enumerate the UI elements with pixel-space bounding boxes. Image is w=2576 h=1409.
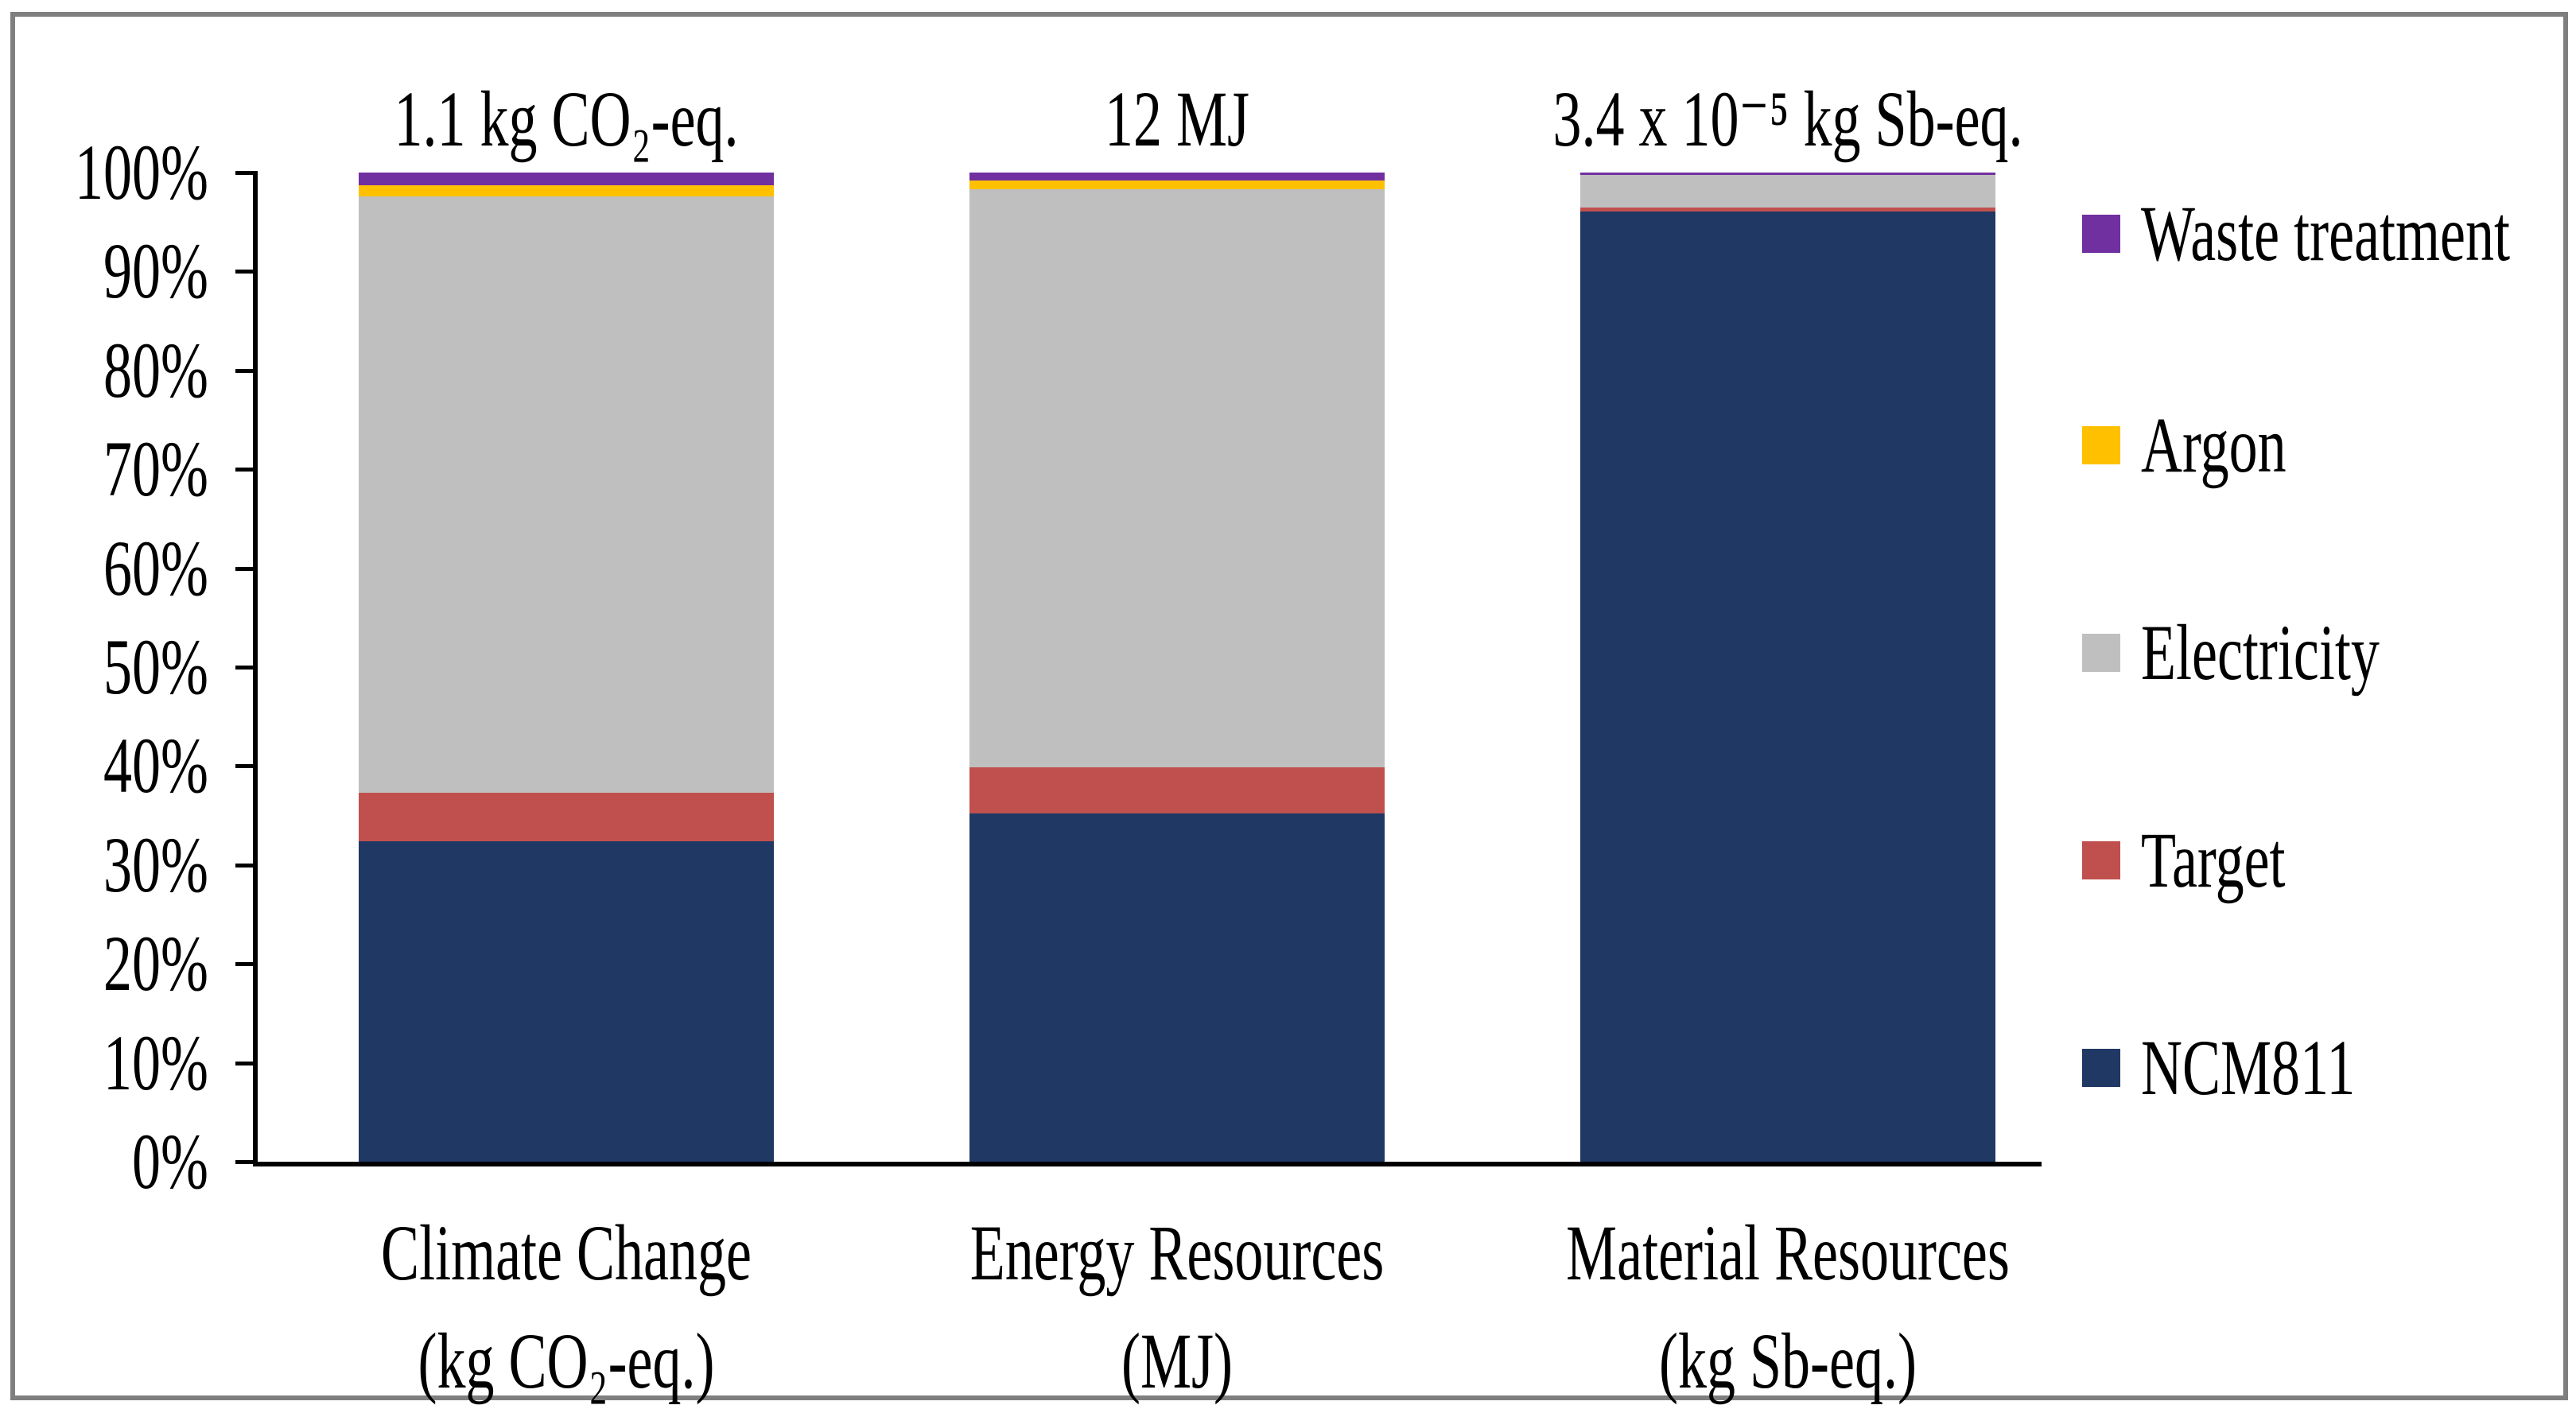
legend-label-electricity: Electricity [2141, 608, 2380, 697]
x-axis-category-label: Material Resources (kg Sb-eq.) [1390, 1199, 2186, 1409]
y-tick-label: 90% [103, 227, 208, 316]
segment-ncm811 [969, 813, 1385, 1162]
legend-label-ncm811: NCM811 [2141, 1023, 2356, 1112]
y-tick-mark [235, 1061, 258, 1065]
y-tick-label: 30% [103, 820, 208, 909]
legend-swatch-argon [2082, 426, 2120, 464]
segment-electricity [969, 189, 1385, 767]
bar-climate-change [359, 173, 774, 1162]
category-name: Climate Change [381, 1209, 752, 1297]
figure-border [10, 12, 2568, 1400]
y-tick-mark [235, 764, 258, 769]
segment-target [969, 767, 1385, 814]
bar-total-annotation: 12 MJ [1104, 75, 1250, 163]
legend-swatch-ncm811 [2082, 1049, 2120, 1087]
y-tick-label: 40% [103, 721, 208, 810]
bar-energy-resources [969, 173, 1385, 1162]
x-axis-category-label: Climate Change (kg CO₂-eq.) [169, 1199, 964, 1409]
category-name: Energy Resources [969, 1209, 1385, 1297]
segment-target [359, 793, 774, 841]
segment-waste-treatment [359, 173, 774, 186]
y-tick-label: 60% [103, 523, 208, 612]
legend-swatch-electricity [2082, 634, 2120, 672]
segment-argon [359, 185, 774, 196]
segment-waste-treatment [969, 173, 1385, 180]
category-unit: (kg Sb-eq.) [1659, 1317, 1917, 1405]
y-tick-label: 100% [75, 128, 208, 216]
x-axis-category-label: Energy Resources (MJ) [779, 1199, 1575, 1409]
bar-material-resources [1580, 173, 1995, 1162]
y-tick-mark [235, 863, 258, 868]
y-tick-mark [235, 962, 258, 967]
y-tick-label: 50% [103, 623, 208, 711]
segment-ncm811 [359, 840, 774, 1162]
y-tick-label: 0% [132, 1117, 208, 1205]
segment-argon [969, 180, 1385, 190]
bar-total-annotation: 3.4 x 10⁻⁵ kg Sb-eq. [1552, 75, 2023, 163]
legend-label-argon: Argon [2141, 401, 2287, 489]
segment-electricity [359, 196, 774, 793]
y-tick-mark [235, 270, 258, 274]
y-tick-label: 70% [103, 425, 208, 514]
category-name: Material Resources [1566, 1209, 2010, 1297]
y-tick-mark [235, 566, 258, 571]
y-tick-label: 80% [103, 325, 208, 414]
segment-electricity [1580, 174, 1995, 208]
y-tick-mark [235, 368, 258, 373]
segment-waste-treatment [1580, 173, 1995, 175]
y-tick-mark [235, 468, 258, 472]
y-tick-mark [235, 171, 258, 175]
category-unit: (kg CO₂-eq.) [418, 1317, 715, 1405]
y-tick-label: 20% [103, 919, 208, 1008]
legend-label-target: Target [2141, 816, 2286, 904]
legend-label-waste-treatment: Waste treatment [2141, 189, 2510, 278]
y-tick-mark [235, 1160, 258, 1164]
bar-total-annotation: 1.1 kg CO₂-eq. [394, 75, 739, 163]
legend-swatch-waste-treatment [2082, 215, 2120, 253]
segment-ncm811 [1580, 211, 1995, 1162]
segment-target [1580, 207, 1995, 212]
x-axis-line [253, 1162, 2042, 1166]
y-tick-label: 10% [103, 1018, 208, 1107]
category-unit: (MJ) [1121, 1317, 1233, 1405]
legend-swatch-target [2082, 841, 2120, 879]
y-tick-mark [235, 666, 258, 670]
